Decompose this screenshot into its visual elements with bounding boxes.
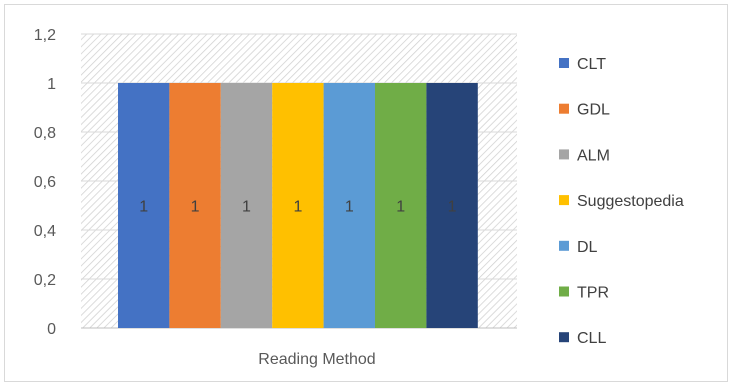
legend-swatch-cll <box>559 332 569 343</box>
legend-swatch-tpr <box>559 286 569 297</box>
data-label-alm: 1 <box>242 199 251 216</box>
data-label-gdl: 1 <box>191 199 200 216</box>
legend-label-tpr: TPR <box>577 285 609 302</box>
legend-swatch-suggestopedia <box>559 195 569 206</box>
x-axis-category-labels: Reading Method <box>258 351 375 368</box>
bar-dl <box>323 83 375 328</box>
y-tick-label: 0,6 <box>34 174 56 191</box>
data-label-clt: 1 <box>139 199 148 216</box>
bar-alm <box>220 83 273 328</box>
y-tick-label: 0 <box>47 321 56 338</box>
bar-suggestopedia <box>272 83 324 328</box>
legend-label-suggestopedia: Suggestopedia <box>577 193 684 210</box>
legend-swatch-alm <box>559 149 569 160</box>
data-label-suggestopedia: 1 <box>293 199 302 216</box>
legend-label-gdl: GDL <box>577 102 610 119</box>
y-axis-tick-labels: 0 0,2 0,4 0,6 0,8 1 1,2 <box>34 27 56 338</box>
bars <box>118 83 478 328</box>
bar-gdl <box>169 83 221 328</box>
y-tick-label: 1 <box>47 76 56 93</box>
x-category-label: Reading Method <box>258 351 375 368</box>
legend-label-alm: ALM <box>577 147 610 164</box>
data-label-cll: 1 <box>448 199 457 216</box>
data-label-dl: 1 <box>345 199 354 216</box>
y-tick-label: 0,2 <box>34 272 56 289</box>
y-tick-label: 1,2 <box>34 27 56 44</box>
data-labels: 1 1 1 1 1 1 1 <box>139 199 456 216</box>
legend-label-clt: CLT <box>577 56 606 73</box>
legend-label-dl: DL <box>577 239 598 256</box>
y-tick-label: 0,4 <box>34 223 56 240</box>
legend: CLT GDL ALM Suggestopedia DL TPR CLL <box>559 56 684 347</box>
legend-swatch-clt <box>559 58 569 68</box>
y-tick-label: 0,8 <box>34 125 56 142</box>
legend-label-cll: CLL <box>577 330 606 347</box>
legend-swatch-dl <box>559 240 569 251</box>
data-label-tpr: 1 <box>396 199 405 216</box>
legend-swatch-gdl <box>559 103 569 114</box>
bar-clt <box>118 83 170 328</box>
bar-tpr <box>375 83 427 328</box>
bar-cll <box>426 83 478 328</box>
